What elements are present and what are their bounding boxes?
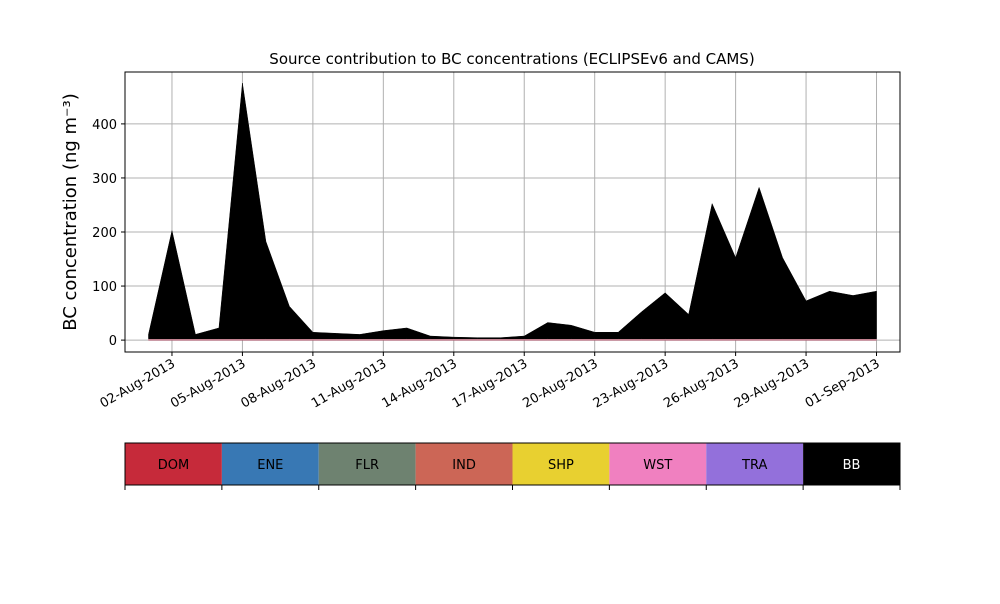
x-tick-label: 14-Aug-2013 [379, 356, 459, 411]
legend-label: WST [643, 458, 672, 473]
x-tick-label: 02-Aug-2013 [98, 356, 178, 411]
y-tick-label: 100 [92, 280, 117, 295]
legend-label: BB [843, 458, 861, 473]
y-tick-label: 0 [109, 334, 117, 349]
legend-label: DOM [158, 458, 189, 473]
x-tick-label: 11-Aug-2013 [309, 356, 389, 411]
x-tick-label: 20-Aug-2013 [520, 356, 600, 411]
y-axis-label: BC concentration (ng m⁻³) [60, 93, 81, 331]
legend-label: ENE [257, 458, 283, 473]
x-tick-label: 05-Aug-2013 [168, 356, 248, 411]
x-tick-label: 26-Aug-2013 [661, 356, 741, 411]
legend-label: SHP [548, 458, 574, 473]
area [148, 83, 876, 339]
x-tick-label: 17-Aug-2013 [450, 356, 530, 411]
chart-title: Source contribution to BC concentrations… [269, 50, 754, 68]
y-tick-label: 400 [92, 118, 117, 133]
x-tick-label: 08-Aug-2013 [239, 356, 319, 411]
legend-label: IND [452, 458, 476, 473]
x-tick-label: 01-Sep-2013 [803, 356, 883, 411]
legend-label: TRA [741, 458, 767, 473]
legend-label: FLR [355, 458, 379, 473]
y-tick-label: 200 [92, 226, 117, 241]
y-tick-label: 300 [92, 172, 117, 187]
x-tick-label: 23-Aug-2013 [591, 356, 671, 411]
x-tick-label: 29-Aug-2013 [732, 356, 812, 411]
